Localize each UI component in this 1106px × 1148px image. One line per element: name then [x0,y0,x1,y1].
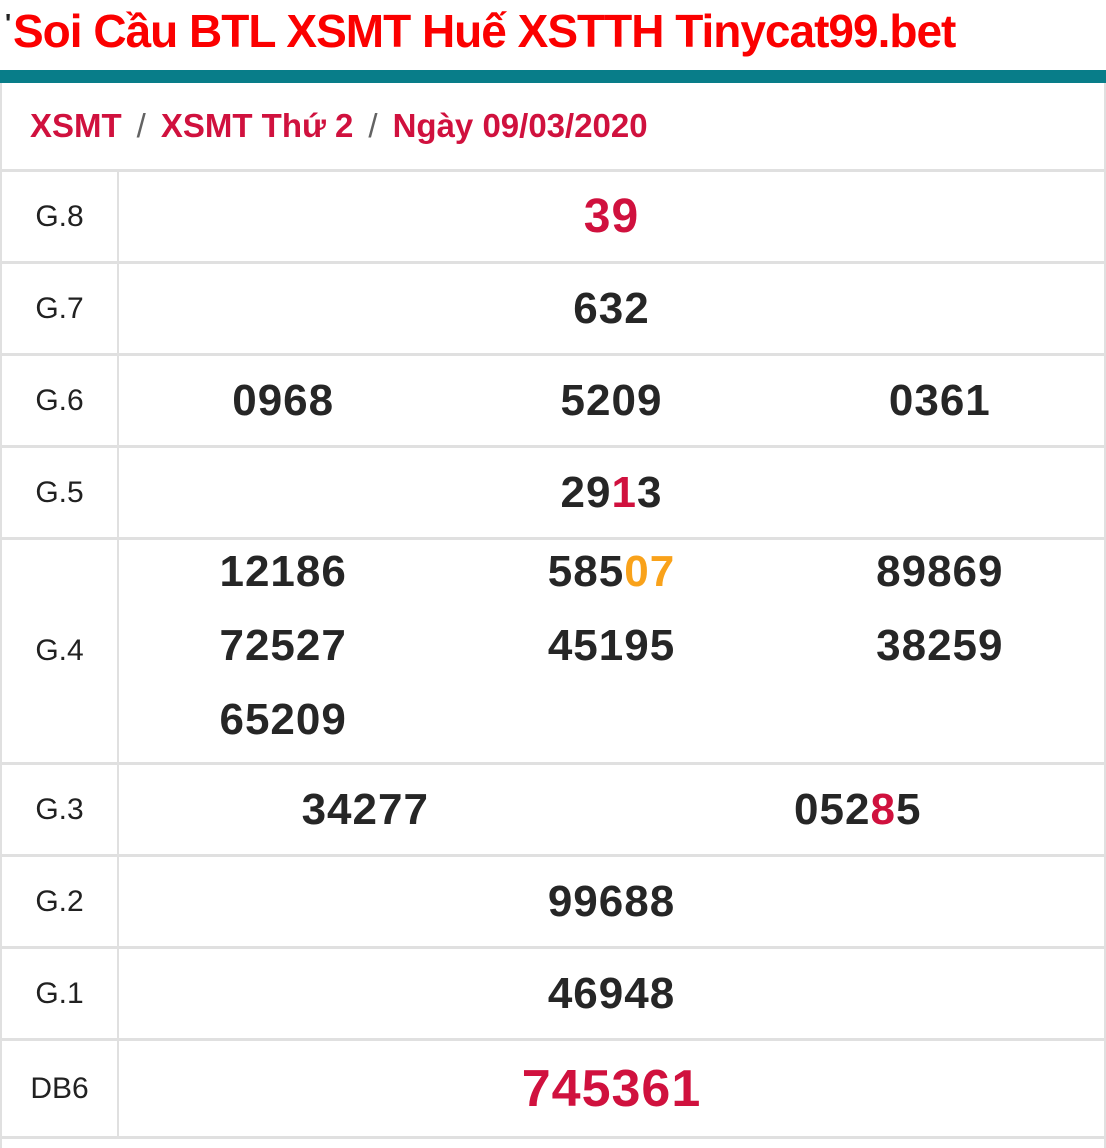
prize-cell: 46948 [119,969,1104,1018]
breadcrumb-link-xsmt[interactable]: XSMT [30,107,122,144]
prize-label: G.2 [2,857,119,946]
digit-segment: 12186 [219,547,347,596]
prize-cell: 58507 [447,540,775,614]
prize-label: G.3 [2,765,119,854]
highlighted-digit-segment: 745361 [521,1059,702,1118]
prize-cell: 632 [119,284,1104,333]
prize-values: 632 [119,264,1104,353]
prize-number: 0968 [232,376,334,425]
highlighted-digit-segment: 1 [611,467,637,517]
breadcrumb-separator: / [136,107,146,144]
prize-number: 34277 [302,785,429,834]
prize-cell: 5209 [447,376,775,425]
prize-label: G.6 [2,356,119,445]
prize-number: 2913 [561,468,663,517]
table-row-g5: G.5 2913 [2,448,1104,540]
accent-bar [0,70,1106,83]
digit-segment: 052 [794,784,871,834]
digit-segment: 34277 [301,784,429,834]
prize-cell: 99688 [119,877,1104,926]
prize-cell: 0361 [776,376,1104,425]
prize-cell: 39 [119,190,1104,243]
prize-values: 46948 [119,949,1104,1038]
prize-label: G.8 [2,172,119,261]
prize-label: G.4 [2,540,119,762]
prize-cell: 65209 [119,688,447,762]
table-row-db6: DB6 745361 [2,1041,1104,1139]
prize-values: 0968 5209 0361 [119,356,1104,445]
prize-number: 632 [573,284,649,333]
prize-number: 72527 [219,621,346,670]
prize-values: 745361 [119,1041,1104,1136]
results-table: G.8 39 G.7 632 G.6 0968 5209 0361 G.5 2913 G.4 1218… [2,172,1104,1139]
prize-number: 58507 [548,547,675,596]
prize-cell: 45195 [447,614,775,688]
prize-label: DB6 [2,1041,119,1136]
prize-values: 12186 58507 89869 72527 45195 38259 65209 [119,540,1104,762]
prize-cell: 38259 [776,614,1104,688]
prize-number: 46948 [548,969,675,1018]
prize-number: 0361 [889,376,991,425]
digit-segment: 5 [895,784,922,834]
prize-number: 12186 [219,547,346,596]
prize-number: 5209 [561,376,663,425]
prize-cell: 12186 [119,540,447,614]
digit-segment: 0968 [232,375,335,425]
digit-segment: 89869 [876,547,1004,596]
tick-mark: ' [5,8,12,38]
digit-segment: 5209 [560,375,663,425]
prize-cell: 89869 [776,540,1104,614]
prize-number: 65209 [219,695,346,744]
digit-segment: 585 [547,547,625,596]
prize-number: 45195 [548,621,675,670]
digit-segment: 46948 [547,968,676,1018]
digit-segment: 29 [560,467,612,517]
prize-label: G.1 [2,949,119,1038]
prize-values: 34277 05285 [119,765,1104,854]
prize-cell: 745361 [119,1063,1104,1115]
digit-segment: 632 [573,283,650,333]
prize-number: 99688 [548,877,675,926]
breadcrumb: XSMT / XSMT Thứ 2 / Ngày 09/03/2020 [2,83,1104,172]
breadcrumb-separator: / [368,107,378,144]
table-row-g4: G.4 12186 58507 89869 72527 45195 38259 65209 [2,540,1104,765]
digit-segment: 45195 [547,621,676,670]
highlighted-digit-segment: 39 [583,189,640,243]
digit-segment: 0361 [888,375,991,425]
digit-segment: 99688 [547,876,676,926]
prize-label: G.7 [2,264,119,353]
prize-number: 38259 [876,621,1003,670]
highlighted-digit-segment: 07 [624,547,676,596]
prize-values: 39 [119,172,1104,261]
table-row-g1: G.1 46948 [2,949,1104,1041]
prize-number: 05285 [794,785,921,834]
page-header: ' Soi Cầu BTL XSMT Huế XSTTH Tinycat99.b… [0,0,1106,70]
table-row-g6: G.6 0968 5209 0361 [2,356,1104,448]
table-row-g7: G.7 632 [2,264,1104,356]
prize-cell: 34277 [119,785,612,834]
results-card: XSMT / XSMT Thứ 2 / Ngày 09/03/2020 G.8 3… [0,83,1106,1148]
breadcrumb-current-date: Ngày 09/03/2020 [392,107,648,144]
digit-segment: 3 [636,467,663,517]
prize-cell: 05285 [612,785,1105,834]
prize-cell: 0968 [119,376,447,425]
prize-cell: 72527 [119,614,447,688]
breadcrumb-link-xsmt-thu-2[interactable]: XSMT Thứ 2 [160,107,354,144]
table-row-g3: G.3 34277 05285 [2,765,1104,857]
prize-label: G.5 [2,448,119,537]
highlighted-digit-segment: 8 [870,784,896,834]
prize-values: 99688 [119,857,1104,946]
prize-number: 39 [584,190,639,243]
digit-segment: 38259 [876,621,1004,670]
prize-number: 89869 [876,547,1003,596]
prize-number: 745361 [522,1060,702,1118]
table-row-g8: G.8 39 [2,172,1104,264]
digit-segment: 65209 [219,695,347,744]
page-title: Soi Cầu BTL XSMT Huế XSTTH Tinycat99.bet [13,5,956,57]
digit-segment: 72527 [219,621,347,670]
table-row-g2: G.2 99688 [2,857,1104,949]
prize-values: 2913 [119,448,1104,537]
prize-cell: 2913 [119,468,1104,517]
